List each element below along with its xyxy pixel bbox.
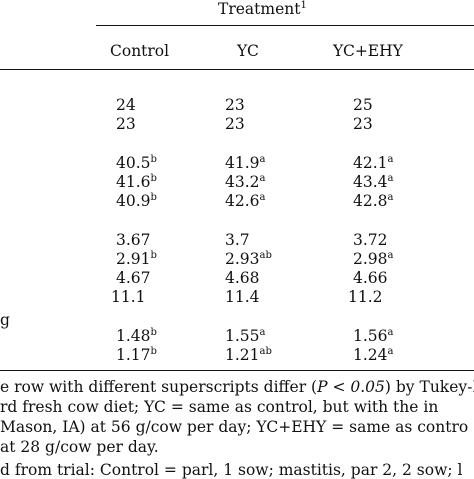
header-rule — [0, 69, 474, 70]
table-cell: 40.9b — [116, 192, 157, 210]
table-cell: 42.1a — [353, 154, 394, 172]
table-cell: 4.67 — [116, 269, 151, 287]
table-cell: 1.24a — [353, 346, 394, 364]
table-cell: 42.8a — [353, 192, 394, 210]
treatment-spanner: Treatment1 — [218, 0, 307, 18]
table-cell: 11.2 — [348, 288, 383, 306]
p-value-expression: P < 0.05 — [317, 378, 385, 396]
column-header-control: Control — [110, 42, 170, 60]
table-cell: 1.48b — [116, 327, 157, 345]
table-cell: 23 — [225, 96, 245, 114]
footnote-line: rd fresh cow diet; YC = same as control,… — [0, 398, 439, 416]
table-cell: 11.4 — [225, 288, 260, 306]
column-header-yc-ehy: YC+EHY — [333, 42, 403, 60]
footnote-line: d from trial: Control = parl, 1 sow; mas… — [0, 461, 463, 479]
spanner-rule — [96, 25, 474, 26]
table-cell: 43.2a — [225, 173, 266, 191]
column-header-yc: YC — [237, 42, 259, 60]
footnote-line: e row with different superscripts differ… — [0, 378, 474, 396]
footnote-line: Mason, IA) at 56 g/cow per day; YC+EHY =… — [0, 418, 469, 436]
table-cell: 1.55a — [225, 327, 266, 345]
table-cell: 1.21ab — [225, 346, 272, 364]
table-cell: 23 — [353, 115, 373, 133]
table-cell: 3.67 — [116, 231, 151, 249]
table-cell: 43.4a — [353, 173, 394, 191]
table-cell: 11.1 — [111, 288, 146, 306]
table-cell: 2.93ab — [225, 250, 272, 268]
table-cell: 2.98a — [353, 250, 394, 268]
table-cell: 42.6a — [225, 192, 266, 210]
table-cell: 4.68 — [225, 269, 260, 287]
table-cell: 41.6b — [116, 173, 157, 191]
table-cell: 41.9a — [225, 154, 266, 172]
table-cell: 25 — [353, 96, 373, 114]
table-cell: 1.56a — [353, 327, 394, 345]
table-cell: 23 — [225, 115, 245, 133]
table-cell: 3.72 — [353, 231, 388, 249]
table-cell: 3.7 — [225, 231, 250, 249]
table-cell: 1.17b — [116, 346, 157, 364]
treatment-label: Treatment — [218, 0, 301, 18]
table-cell: 2.91b — [116, 250, 157, 268]
treatment-footnote-mark: 1 — [300, 0, 307, 11]
table-cell: 4.66 — [353, 269, 388, 287]
footnote-line: at 28 g/cow per day. — [0, 438, 159, 456]
table-cell: 24 — [116, 96, 136, 114]
stub-label-fragment: g — [0, 311, 10, 329]
table-cell: 40.5b — [116, 154, 157, 172]
table-cell: 23 — [116, 115, 136, 133]
table-bottom-rule — [0, 370, 474, 371]
